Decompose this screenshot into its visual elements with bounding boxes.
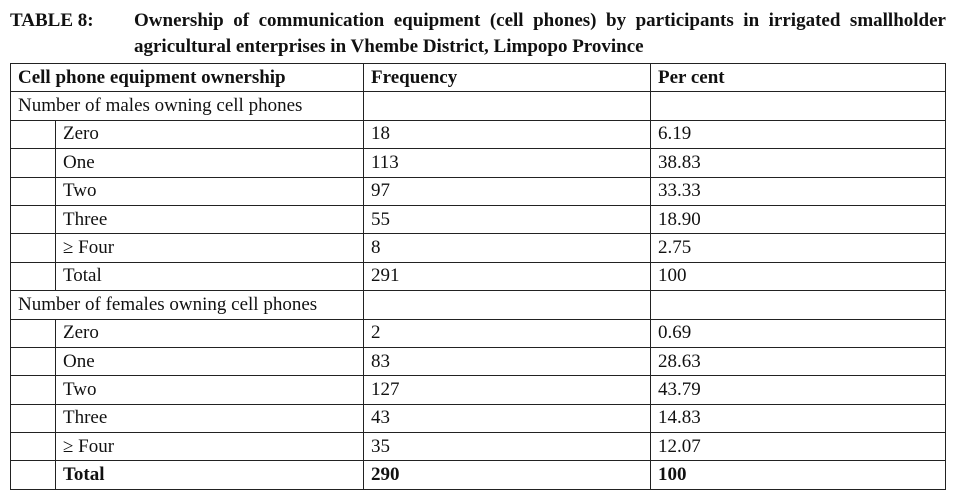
total-row-females: Total 290 100 [10,460,946,490]
percent-cell: 100 [650,460,946,490]
table-row: Zero 18 6.19 [10,119,946,150]
group-row-males: Number of males owning cell phones [10,91,946,121]
table-row: Zero 2 0.69 [10,318,946,348]
table-title: Ownership of communication equipment (ce… [134,10,946,57]
indent-cell [10,403,56,434]
row-label: One [55,346,364,377]
indent-cell [10,375,56,405]
table-row: One 83 28.63 [10,346,946,377]
table-caption: TABLE 8: Ownership of communication equi… [10,8,946,60]
frequency-cell: 83 [363,346,651,377]
table-row: Two 127 43.79 [10,375,946,405]
indent-cell [10,233,56,263]
row-label: Two [55,375,364,405]
row-label: ≥ Four [55,432,364,462]
percent-cell: 43.79 [650,375,946,405]
frequency-cell: 2 [363,318,651,348]
row-label: Three [55,403,364,434]
row-label: Total [55,460,364,490]
row-label: Zero [55,318,364,348]
indent-cell [10,261,56,292]
frequency-cell: 18 [363,119,651,150]
percent-cell: 14.83 [650,403,946,434]
percent-cell: 12.07 [650,432,946,462]
header-row: Cell phone equipment ownership Frequency… [10,62,946,93]
table-row: ≥ Four 8 2.75 [10,233,946,263]
percent-cell: 33.33 [650,176,946,206]
frequency-cell: 97 [363,176,651,206]
frequency-cell: 35 [363,432,651,462]
frequency-cell: 290 [363,460,651,490]
percent-cell: 0.69 [650,318,946,348]
percent-cell: 6.19 [650,119,946,150]
percent-cell: 28.63 [650,346,946,377]
indent-cell [10,119,56,150]
group-title: Number of males owning cell phones [10,91,364,121]
percent-cell: 18.90 [650,204,946,235]
empty-cell [650,290,946,320]
row-label: One [55,148,364,178]
table-row: Three 43 14.83 [10,403,946,434]
indent-cell [10,460,56,490]
row-label: ≥ Four [55,233,364,263]
row-label: Zero [55,119,364,150]
empty-cell [650,91,946,121]
frequency-cell: 43 [363,403,651,434]
frequency-cell: 291 [363,261,651,292]
column-header-ownership: Cell phone equipment ownership [10,62,364,93]
frequency-cell: 127 [363,375,651,405]
frequency-cell: 55 [363,204,651,235]
group-title: Number of females owning cell phones [10,290,364,320]
indent-cell [10,432,56,462]
row-label: Total [55,261,364,292]
ownership-table: Cell phone equipment ownership Frequency… [10,62,946,490]
table-number: TABLE 8: [10,10,94,31]
column-header-frequency: Frequency [363,62,651,93]
percent-cell: 38.83 [650,148,946,178]
empty-cell [363,91,651,121]
indent-cell [10,176,56,206]
column-header-percent: Per cent [650,62,946,93]
table-row: One 113 38.83 [10,148,946,178]
row-label: Three [55,204,364,235]
empty-cell [363,290,651,320]
frequency-cell: 113 [363,148,651,178]
indent-cell [10,346,56,377]
indent-cell [10,204,56,235]
group-row-females: Number of females owning cell phones [10,290,946,320]
frequency-cell: 8 [363,233,651,263]
indent-cell [10,318,56,348]
percent-cell: 100 [650,261,946,292]
total-row-males: Total 291 100 [10,261,946,292]
percent-cell: 2.75 [650,233,946,263]
table-row: Two 97 33.33 [10,176,946,206]
table-row: ≥ Four 35 12.07 [10,432,946,462]
indent-cell [10,148,56,178]
row-label: Two [55,176,364,206]
table-row: Three 55 18.90 [10,204,946,235]
